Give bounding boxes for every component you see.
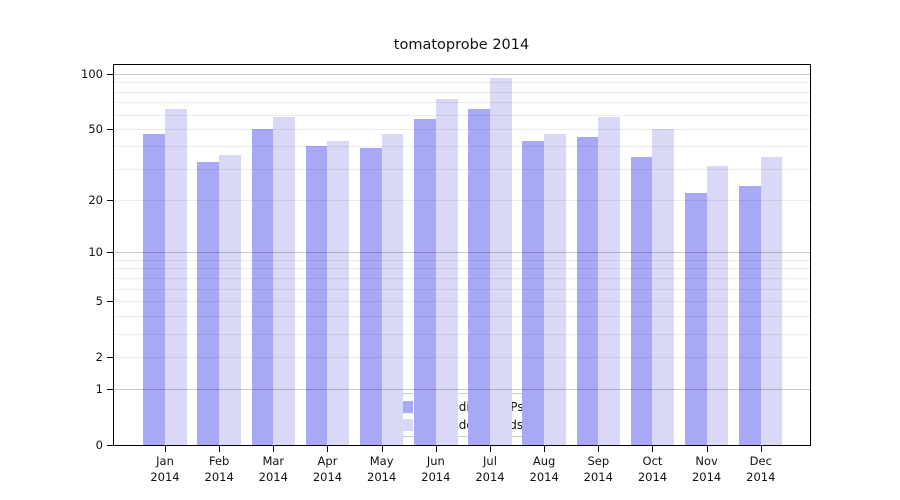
bar-distinct-ips-jun	[414, 118, 436, 445]
bar-downloads-dec	[760, 156, 783, 445]
x-tick-nov	[706, 446, 708, 452]
bar-downloads-oct	[652, 128, 675, 445]
x-tick-label-jan: Jan 2014	[150, 454, 180, 484]
y-tick-1	[107, 389, 113, 391]
y-gridline-9	[113, 259, 810, 261]
spine-bottom	[113, 445, 811, 446]
y-gridline-4	[113, 315, 810, 317]
y-gridline-90	[113, 82, 810, 84]
y-tick-10	[107, 252, 113, 254]
y-tick-20	[107, 200, 113, 202]
y-gridline-60	[113, 114, 810, 116]
x-tick-label-oct: Oct 2014	[637, 454, 668, 484]
x-tick-label-nov: Nov 2014	[691, 454, 722, 484]
bar-distinct-ips-jan	[143, 133, 165, 445]
x-tick-label-jul: Jul 2014	[475, 454, 505, 484]
y-gridline-6	[113, 288, 810, 290]
x-tick-label-may: May 2014	[367, 454, 397, 484]
bar-distinct-ips-dec	[739, 186, 761, 445]
bar-distinct-ips-aug	[522, 140, 545, 445]
x-tick-apr	[327, 446, 329, 452]
x-tick-jul	[489, 446, 491, 452]
x-tick-feb	[219, 446, 221, 452]
y-tick-50	[107, 128, 113, 130]
y-tick-5	[107, 300, 113, 302]
y-tick-label-0: 0	[95, 438, 103, 452]
x-tick-label-apr: Apr 2014	[312, 454, 343, 484]
x-tick-jun	[435, 446, 437, 452]
bar-downloads-sep	[598, 117, 620, 445]
bar-distinct-ips-apr	[305, 146, 328, 445]
y-gridline-100	[113, 74, 810, 75]
x-tick-label-mar: Mar 2014	[258, 454, 288, 484]
x-tick-label-jun: Jun 2014	[421, 454, 451, 484]
y-gridline-1	[113, 389, 810, 391]
y-gridline-30	[113, 168, 810, 170]
bar-distinct-ips-oct	[630, 156, 653, 445]
bar-downloads-apr	[327, 140, 350, 445]
x-tick-aug	[544, 446, 546, 452]
y-gridline-20	[113, 200, 810, 202]
bar-downloads-jun	[435, 99, 458, 445]
y-gridline-40	[113, 146, 810, 148]
y-gridline-3	[113, 333, 810, 335]
y-gridline-7	[113, 277, 810, 279]
y-gridline-5	[113, 300, 810, 302]
spine-left	[113, 64, 114, 445]
chart-title: tomatoprobe 2014	[393, 37, 530, 53]
y-tick-label-10: 10	[88, 245, 103, 260]
y-gridline-10	[113, 252, 810, 254]
bar-downloads-nov	[706, 166, 729, 445]
x-tick-label-feb: Feb 2014	[204, 454, 234, 484]
bar-distinct-ips-jul	[468, 109, 490, 445]
bar-downloads-jul	[489, 78, 512, 445]
x-tick-dec	[760, 446, 762, 452]
y-tick-label-20: 20	[88, 193, 103, 208]
bar-distinct-ips-feb	[197, 161, 220, 445]
bar-downloads-may	[381, 133, 404, 445]
spine-top	[113, 64, 810, 65]
x-tick-oct	[652, 446, 654, 452]
bar-downloads-feb	[219, 154, 241, 445]
y-tick-label-100: 100	[81, 67, 103, 81]
y-tick-2	[107, 356, 113, 358]
x-tick-jan	[165, 446, 166, 452]
bar-downloads-jan	[165, 109, 187, 445]
y-tick-label-50: 50	[88, 121, 103, 136]
y-gridline-8	[113, 268, 810, 270]
bar-distinct-ips-may	[359, 148, 382, 445]
spine-right	[810, 64, 811, 446]
bar-distinct-ips-nov	[684, 192, 707, 445]
x-tick-label-dec: Dec 2014	[746, 454, 776, 484]
y-gridline-50	[113, 128, 810, 130]
y-tick-label-2: 2	[95, 349, 103, 364]
y-tick-100	[107, 74, 113, 75]
legend: Nb of distinct IPs Nb of downloads	[380, 393, 546, 437]
x-tick-label-sep: Sep 2014	[583, 454, 613, 484]
y-tick-label-1: 1	[95, 382, 103, 397]
x-tick-sep	[598, 446, 600, 452]
x-tick-may	[381, 446, 383, 452]
y-gridline-80	[113, 91, 810, 93]
y-tick-0	[107, 445, 113, 446]
y-gridline-2	[113, 356, 810, 358]
x-tick-mar	[273, 446, 275, 452]
bar-distinct-ips-sep	[576, 137, 599, 445]
x-tick-label-aug: Aug 2014	[529, 454, 559, 484]
bar-downloads-mar	[273, 117, 295, 445]
bar-downloads-aug	[544, 133, 566, 445]
y-gridline-70	[113, 102, 810, 104]
y-tick-label-5: 5	[95, 293, 103, 308]
bar-distinct-ips-mar	[251, 128, 274, 445]
